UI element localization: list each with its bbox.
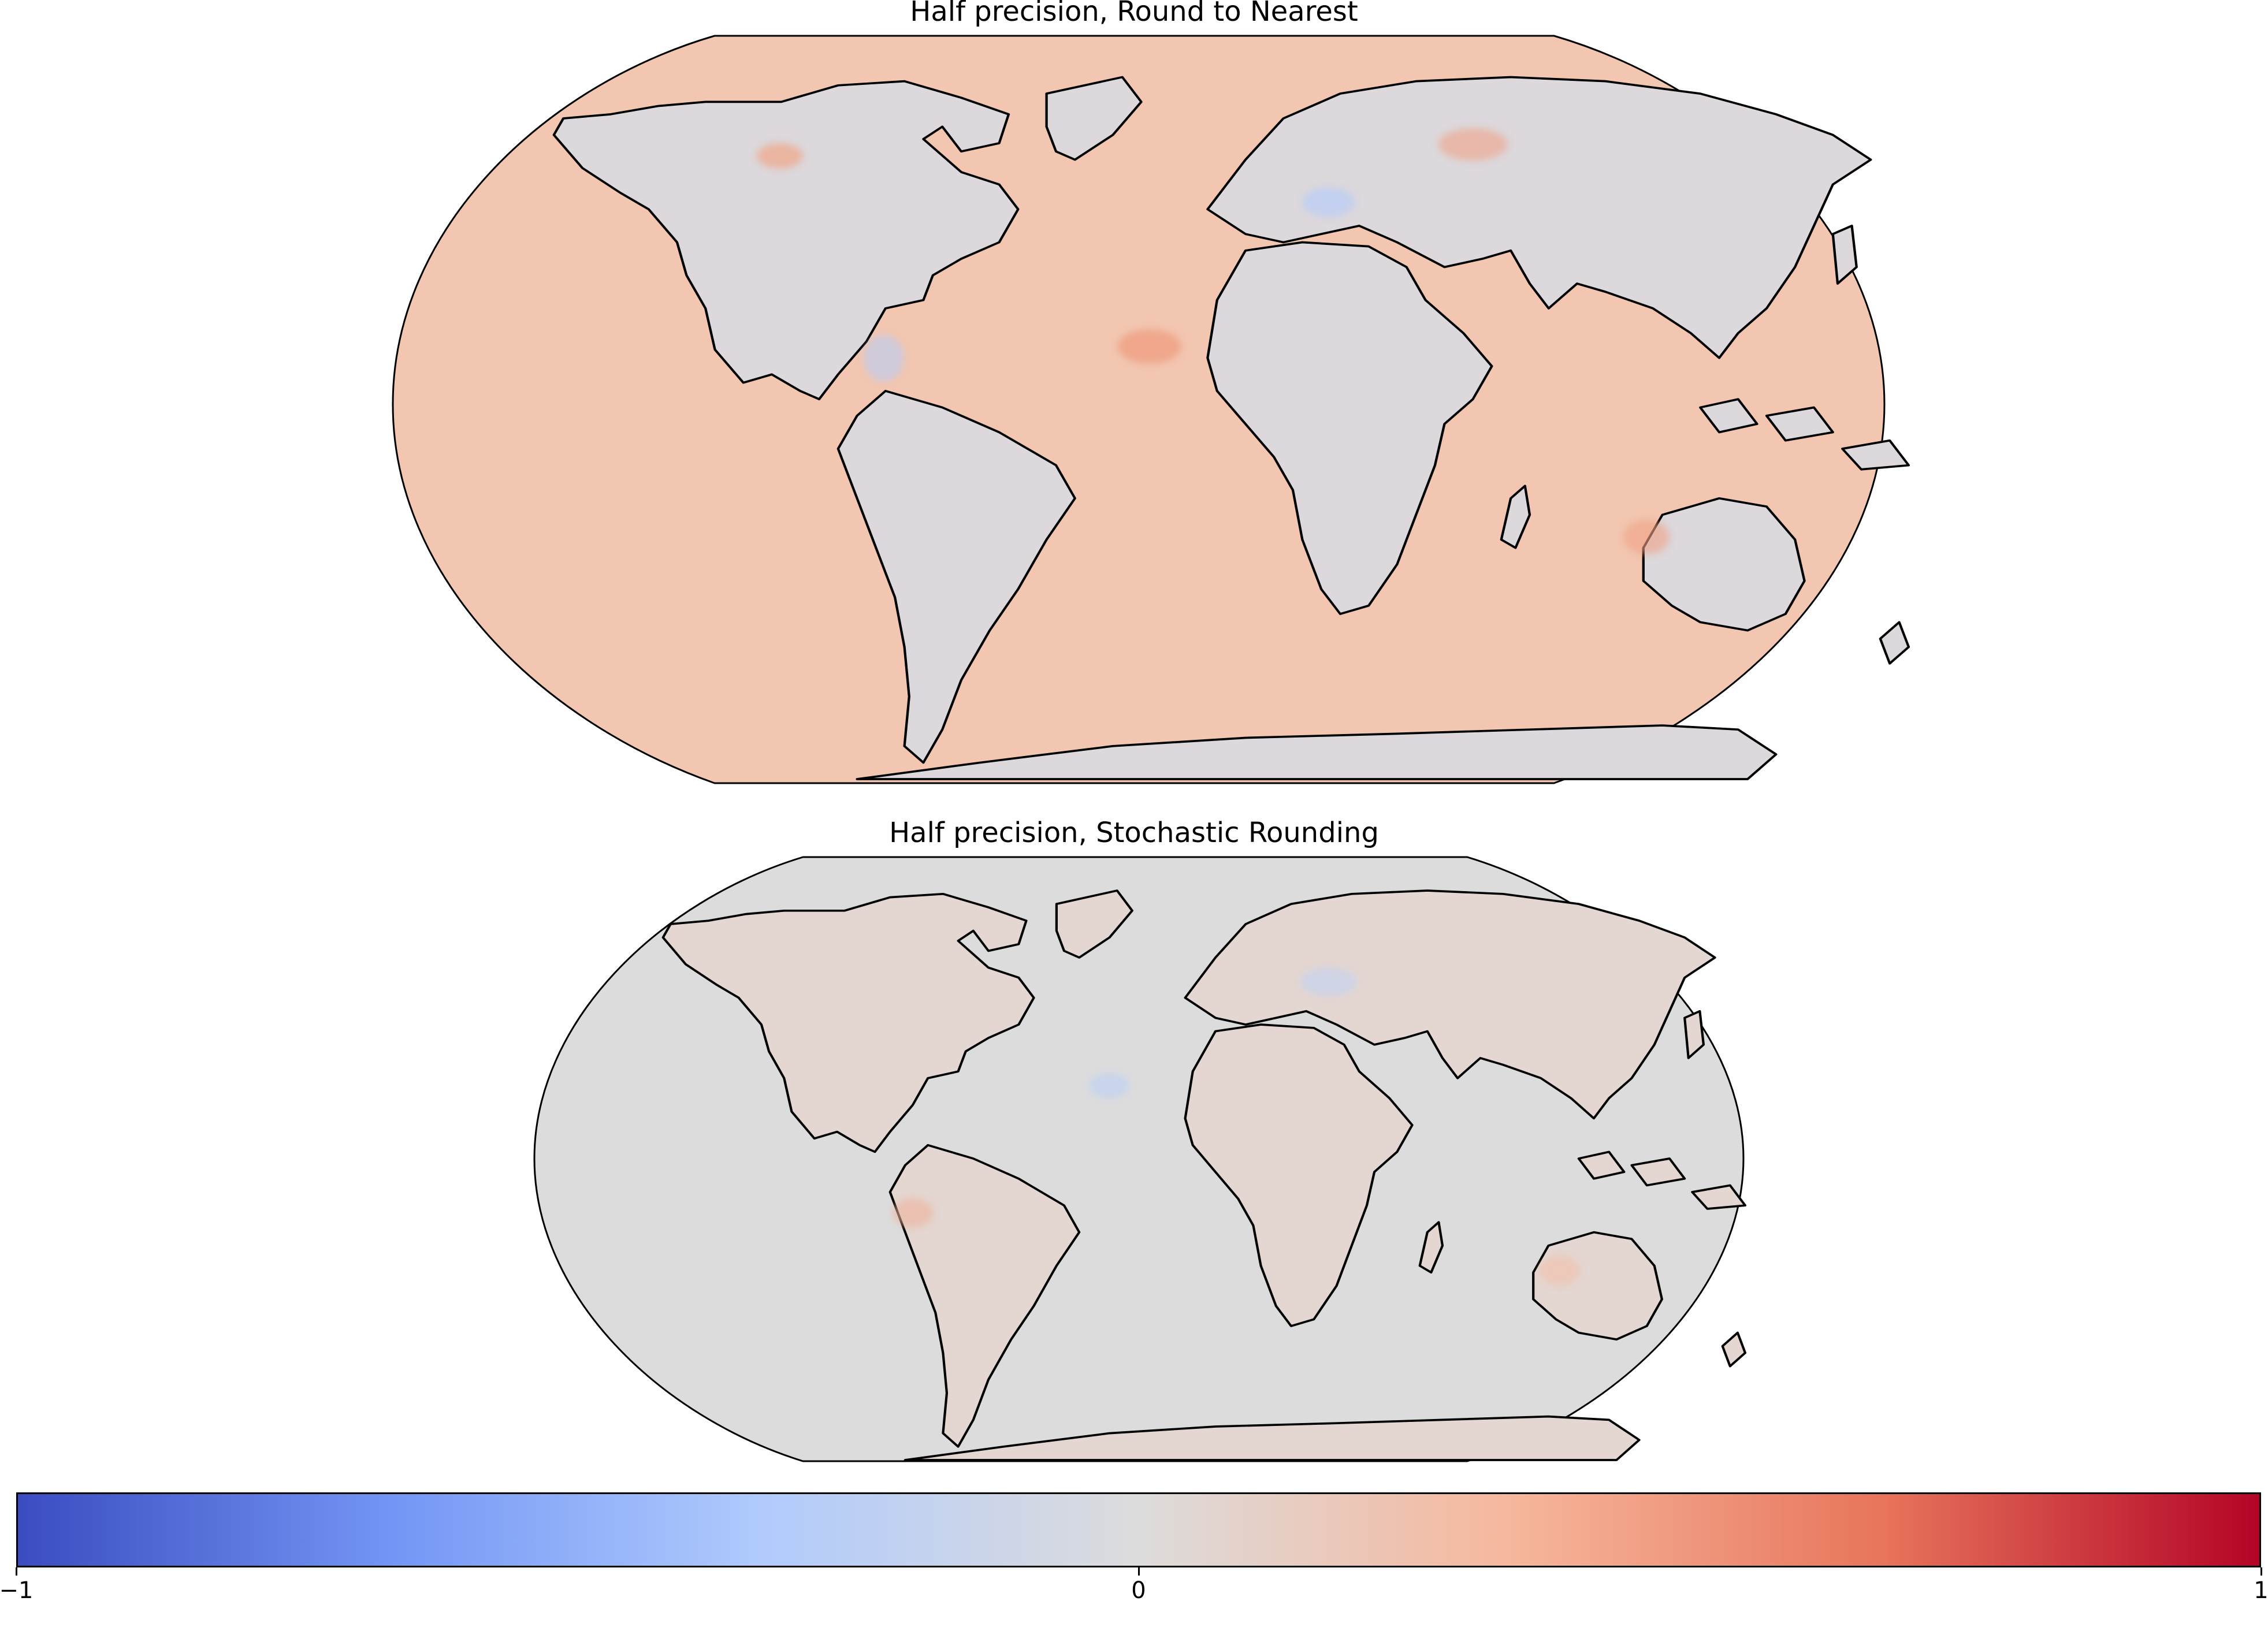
map-stochastic-rounding	[533, 856, 1745, 1462]
colorbar-label-zero: 0	[1131, 1577, 1146, 1604]
colorbar-tick-max	[2260, 1567, 2262, 1576]
colorbar	[16, 1492, 2261, 1567]
colorbar-tick-zero	[1137, 1567, 1140, 1576]
anomaly-blobs-top	[757, 128, 1670, 554]
anomaly-blobs-bottom	[893, 967, 1580, 1285]
panel-title-stochastic-rounding: Half precision, Stochastic Rounding	[889, 817, 1379, 849]
panel-title-round-to-nearest: Half precision, Round to Nearest	[910, 0, 1358, 28]
colorbar-tick-min	[15, 1567, 17, 1576]
map-round-to-nearest	[392, 35, 1909, 784]
colorbar-label-max: 1	[2254, 1577, 2268, 1604]
colorbar-label-min: −1	[0, 1577, 34, 1604]
